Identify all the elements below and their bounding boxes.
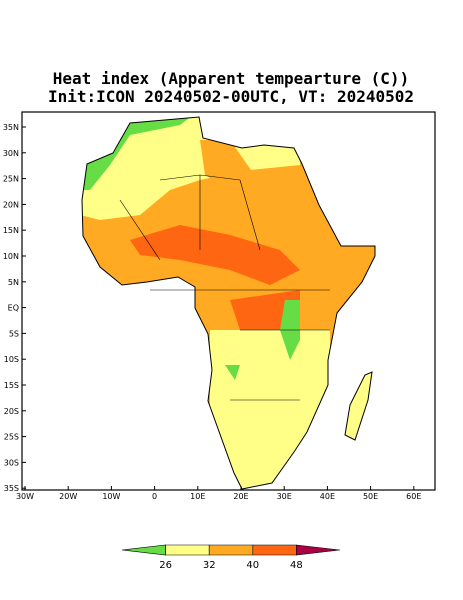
- subtitle: Init:ICON 20240502-00UTC, VT: 20240502: [48, 87, 414, 106]
- lat-label: 10N: [3, 252, 19, 261]
- lat-label: 15S: [4, 381, 19, 390]
- lat-label: 5S: [9, 329, 19, 338]
- colorbar-label: 48: [290, 560, 303, 571]
- colorbar-segment: [165, 544, 210, 556]
- colorbar-label: 40: [246, 560, 259, 571]
- lon-label: 20E: [233, 492, 248, 501]
- lat-label: 30S: [4, 458, 19, 467]
- colorbar-segment: [208, 544, 254, 556]
- colorbar-label: 32: [203, 560, 216, 571]
- colorbar-segment: [252, 544, 297, 556]
- lon-label: 30E: [277, 492, 292, 501]
- lat-label: 10S: [4, 355, 19, 364]
- colorbar-label: 26: [159, 560, 172, 571]
- madagascar: [344, 371, 373, 441]
- lon-label: 50E: [363, 492, 378, 501]
- lat-label: 25S: [4, 433, 19, 442]
- colorbar-segment: [296, 544, 341, 556]
- colorbar-segment: [121, 544, 166, 556]
- lat-label: 25N: [3, 175, 19, 184]
- lat-label: 5N: [8, 278, 19, 287]
- lat-label: 35S: [4, 484, 19, 493]
- lon-label: 10E: [190, 492, 205, 501]
- lat-label: 35N: [3, 123, 19, 132]
- lon-label: 10W: [102, 492, 120, 501]
- lon-label: 30W: [16, 492, 34, 501]
- borders: [119, 174, 330, 401]
- lat-label: 20S: [4, 407, 19, 416]
- lon-label: 20W: [59, 492, 77, 501]
- lat-label: 15N: [3, 226, 19, 235]
- title: Heat index (Apparent tempearture (C)): [53, 69, 409, 88]
- lat-label: 20N: [3, 200, 19, 209]
- lon-label: 60E: [406, 492, 421, 501]
- lon-label: 40E: [320, 492, 335, 501]
- lon-label: 0: [152, 492, 157, 501]
- lat-label: EQ: [8, 304, 19, 313]
- lat-label: 30N: [3, 149, 19, 158]
